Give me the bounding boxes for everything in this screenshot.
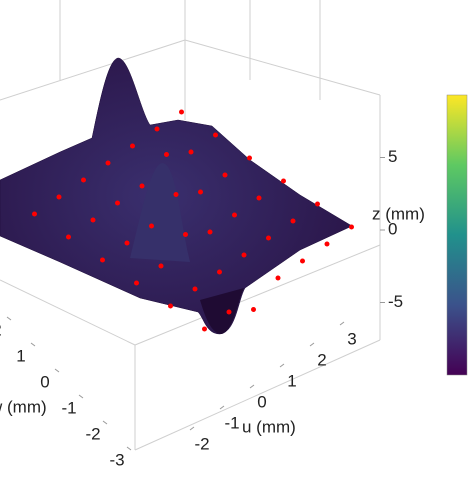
z-tick-label: 0: [388, 219, 397, 238]
sample-point: [266, 235, 271, 241]
sample-point: [281, 178, 286, 184]
x-tick-label: -1: [224, 413, 239, 432]
x-tick: [219, 405, 225, 410]
x-axis-label: u (mm): [242, 417, 296, 436]
x-tick: [309, 342, 315, 347]
sample-point: [124, 240, 130, 246]
x-tick: [339, 321, 345, 326]
sample-point: [217, 269, 222, 275]
sample-point: [100, 257, 105, 263]
sample-point: [158, 263, 164, 269]
sample-point: [179, 109, 184, 115]
y-tick: [54, 368, 60, 373]
sample-point: [232, 212, 237, 218]
plot-box: [0, 0, 381, 451]
sample-point: [66, 234, 71, 240]
sample-point: [149, 223, 154, 229]
sample-point: [168, 303, 173, 309]
y-tick-label: -2: [85, 424, 100, 443]
sample-point: [154, 126, 160, 132]
sample-point: [213, 132, 218, 138]
y-tick: [30, 342, 36, 347]
sample-point: [134, 280, 139, 286]
sample-point: [324, 241, 330, 247]
sample-point: [226, 309, 232, 315]
sample-point: [241, 252, 247, 258]
sample-point: [90, 217, 96, 223]
y-tick-label: -1: [61, 398, 76, 417]
sample-point: [130, 143, 135, 149]
y-tick-label: 2: [0, 320, 2, 339]
sample-point: [164, 152, 169, 157]
x-tick-label: 2: [317, 350, 326, 369]
sample-point: [139, 183, 145, 189]
z-axis-label: z (mm): [372, 204, 425, 223]
sample-point: [32, 211, 37, 217]
sample-point: [202, 326, 207, 332]
x-tick: [189, 426, 195, 431]
sample-point: [275, 275, 281, 281]
sample-point: [222, 172, 228, 178]
x-tick-label: 0: [257, 392, 266, 411]
sample-point: [81, 177, 86, 183]
sample-point: [105, 160, 111, 166]
x-tick-label: 1: [287, 371, 296, 390]
sample-point: [192, 286, 198, 292]
sample-point: [198, 189, 203, 195]
z-tick-label: -5: [388, 292, 403, 311]
y-axis-label: w (mm): [0, 397, 47, 416]
sample-point: [256, 195, 262, 201]
y-tick: [6, 316, 12, 321]
sample-point: [188, 149, 194, 155]
y-tick: [102, 420, 108, 425]
z-tick-label: 5: [388, 147, 397, 166]
sample-point: [349, 224, 354, 230]
sample-point: [290, 218, 296, 224]
x-tick: [249, 384, 255, 389]
sample-point: [207, 229, 213, 235]
colorbar: [446, 94, 468, 376]
x-tick: [279, 363, 285, 368]
sample-point: [115, 200, 120, 206]
y-tick-label: -3: [109, 450, 124, 469]
sample-point: [247, 155, 252, 161]
sample-point: [173, 192, 179, 197]
sample-point: [183, 232, 188, 237]
sample-point: [315, 201, 320, 207]
y-tick: [78, 394, 84, 399]
y-tick: [126, 446, 132, 451]
sample-point: [56, 194, 62, 200]
y-tick-label: 1: [16, 346, 25, 365]
sample-point: [300, 258, 305, 264]
sample-point: [251, 307, 256, 312]
y-tick-label: 0: [40, 372, 49, 391]
x-tick-label: 3: [347, 329, 356, 348]
x-tick-label: -2: [194, 434, 209, 453]
